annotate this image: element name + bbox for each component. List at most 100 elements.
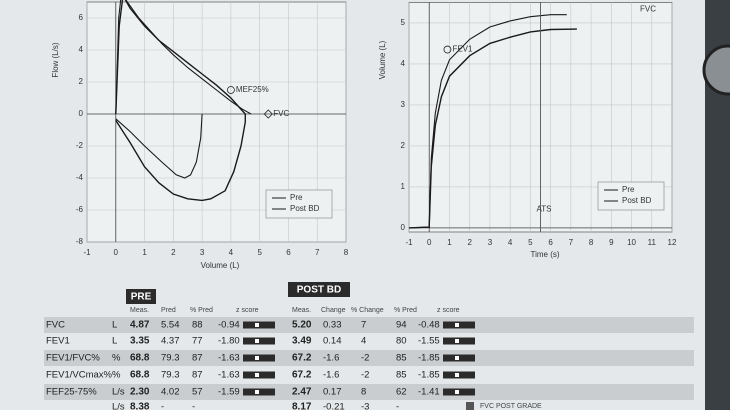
table-cell: 79.3 [161, 370, 180, 381]
row-stripe [44, 350, 694, 366]
column-header: z score [236, 307, 259, 314]
table-cell: 0.17 [323, 387, 342, 398]
table-cell: -0.48 [418, 320, 440, 331]
table-cell: -1.59 [218, 387, 240, 398]
x-tick-label: 4 [229, 248, 234, 257]
z-score-dot [255, 356, 259, 360]
table-cell: 8.38 [130, 402, 150, 410]
column-header: z score [437, 307, 460, 314]
table-cell: 94 [396, 320, 407, 331]
table-cell: -1.85 [418, 370, 440, 381]
legend-box [597, 181, 665, 211]
table-cell: 79.3 [161, 353, 180, 364]
x-tick-label: -1 [405, 238, 413, 247]
x-tick-label: 2 [171, 248, 176, 257]
y-tick-label: -2 [76, 141, 84, 150]
x-tick-label: 5 [257, 248, 262, 257]
z-score-dot [455, 339, 459, 343]
y-axis-label: Volume (L) [378, 40, 387, 79]
grade-box [466, 402, 474, 410]
table-cell: -1.80 [218, 336, 240, 347]
y-tick-label: -4 [76, 173, 84, 182]
table-cell: L [112, 336, 117, 347]
annotation-marker [263, 109, 273, 119]
z-score-dot [255, 339, 259, 343]
y-tick-label: 4 [79, 45, 84, 54]
annotation: ATS [537, 205, 552, 214]
x-tick-label: 9 [609, 238, 614, 247]
table-cell: 85 [396, 370, 407, 381]
table-cell: 62 [396, 387, 407, 398]
row-label: FEV1 [46, 336, 70, 347]
table-cell: 87 [192, 370, 203, 381]
table-cell: % [112, 370, 121, 381]
table-cell: L [112, 320, 117, 331]
legend-label: Post BD [290, 204, 320, 213]
table-cell: 4 [361, 336, 366, 347]
table-cell: 80 [396, 336, 407, 347]
x-tick-label: 11 [648, 238, 657, 247]
y-tick-label: 0 [79, 109, 84, 118]
table-cell: -2 [361, 370, 369, 381]
table-cell: L/s [112, 402, 125, 410]
y-tick-label: 5 [401, 18, 406, 27]
row-label: FEV1/VCmax% [46, 370, 113, 381]
table-cell: 8.17 [292, 402, 312, 410]
z-score-dot [455, 356, 459, 360]
x-tick-label: 2 [467, 238, 472, 247]
annotation: MEF25% [236, 85, 269, 94]
table-cell: -3 [361, 402, 369, 410]
y-tick-label: 3 [401, 100, 406, 109]
table-cell: - [192, 402, 195, 410]
y-tick-label: -6 [76, 205, 84, 214]
y-tick-label: 0 [401, 223, 406, 232]
y-tick-label: -8 [76, 237, 84, 246]
column-header: Meas. [292, 307, 311, 314]
table-cell: -0.21 [323, 402, 345, 410]
table-cell: 4.37 [161, 336, 180, 347]
annotation: FEV1 [452, 45, 473, 54]
series-line [115, 0, 252, 179]
table-cell: -1.63 [218, 370, 240, 381]
table-cell: 88 [192, 320, 203, 331]
y-tick-label: 2 [79, 77, 84, 86]
table-cell: L/s [112, 387, 125, 398]
table-cell: 68.8 [130, 353, 150, 364]
x-tick-label: 8 [344, 248, 349, 257]
z-score-dot [255, 323, 259, 327]
table-cell: 4.02 [161, 387, 180, 398]
y-tick-label: 6 [79, 13, 84, 22]
table-cell: 57 [192, 387, 203, 398]
row-label: FEF25-75% [46, 387, 97, 398]
column-header: Pred [161, 307, 176, 314]
y-tick-label: 2 [401, 141, 406, 150]
y-tick-label: 1 [401, 182, 406, 191]
column-header: Meas. [130, 307, 149, 314]
table-cell: -2 [361, 353, 369, 364]
column-header: % Pred [394, 307, 417, 314]
table-cell: 67.2 [292, 353, 312, 364]
row-stripe [44, 384, 694, 400]
legend-label: Pre [622, 185, 635, 194]
table-cell: 2.30 [130, 387, 150, 398]
table-cell: % [112, 353, 121, 364]
table-cell: - [396, 402, 399, 410]
table-cell: 85 [396, 353, 407, 364]
background-object [702, 44, 730, 96]
table-cell: 4.87 [130, 320, 150, 331]
table-cell: -0.94 [218, 320, 240, 331]
row-label: FVC [46, 320, 65, 331]
x-axis-label: Volume (L) [201, 261, 240, 270]
table-cell: -1.41 [418, 387, 440, 398]
corner-label: FVC [640, 5, 656, 14]
pre-header: PRE [131, 292, 152, 303]
table-cell: 8 [361, 387, 366, 398]
table-cell: 7 [361, 320, 366, 331]
post-header: POST BD [297, 285, 341, 296]
annotation: FVC [273, 109, 289, 118]
table-cell: -1.63 [218, 353, 240, 364]
table-cell: 67.2 [292, 370, 312, 381]
table-cell: 3.49 [292, 336, 312, 347]
